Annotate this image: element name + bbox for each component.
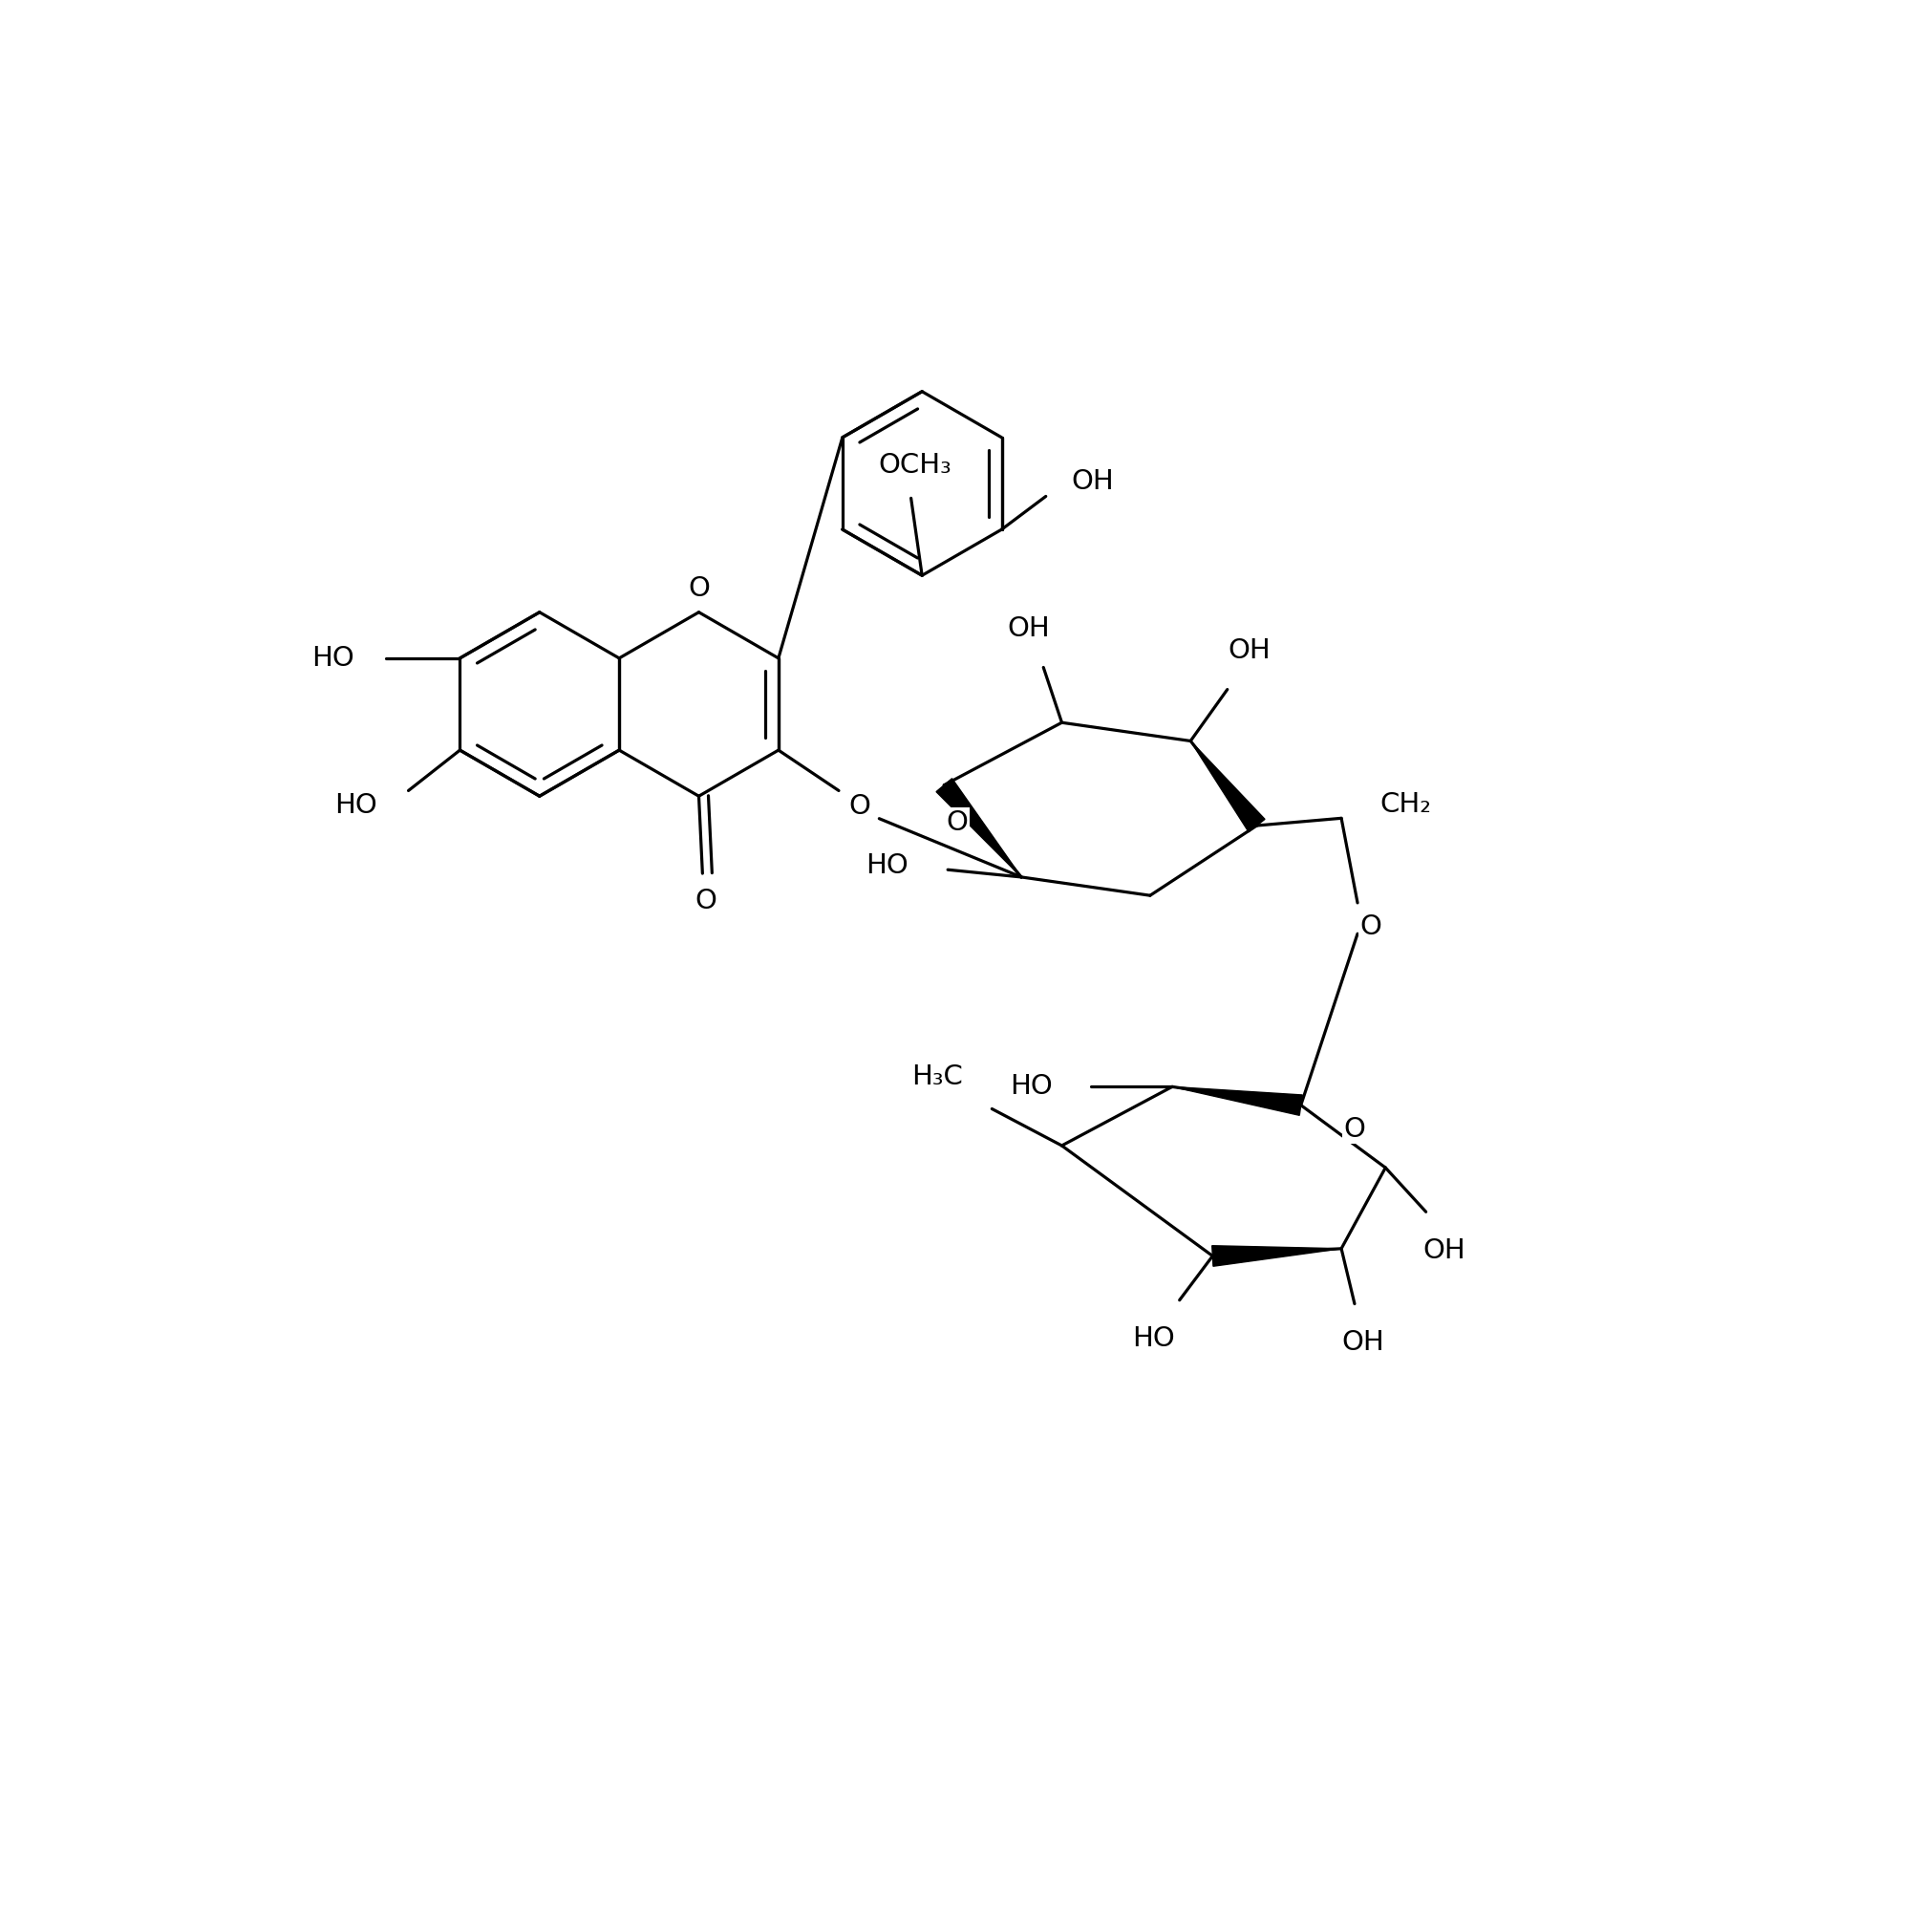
Text: HO: HO <box>1133 1325 1176 1352</box>
Text: O: O <box>1343 1115 1366 1142</box>
Text: H₃C: H₃C <box>912 1065 962 1090</box>
Text: OCH₃: OCH₃ <box>877 452 950 479</box>
Text: HO: HO <box>866 852 908 879</box>
Polygon shape <box>1212 1246 1341 1265</box>
Text: OH: OH <box>1343 1329 1385 1356</box>
Text: HO: HO <box>335 792 377 819</box>
Text: O: O <box>848 794 870 821</box>
Text: OH: OH <box>1228 638 1270 665</box>
Polygon shape <box>937 779 1022 877</box>
Text: O: O <box>1360 914 1381 939</box>
Polygon shape <box>1172 1088 1303 1115</box>
Text: O: O <box>689 576 710 603</box>
Text: HO: HO <box>312 645 354 672</box>
Text: OH: OH <box>1072 468 1114 495</box>
Polygon shape <box>1191 742 1264 833</box>
Text: OH: OH <box>1008 614 1051 641</box>
Text: CH₂: CH₂ <box>1380 792 1431 819</box>
Text: O: O <box>947 810 968 837</box>
Text: O: O <box>695 889 718 914</box>
Text: HO: HO <box>1010 1074 1052 1099</box>
Text: OH: OH <box>1424 1236 1466 1264</box>
